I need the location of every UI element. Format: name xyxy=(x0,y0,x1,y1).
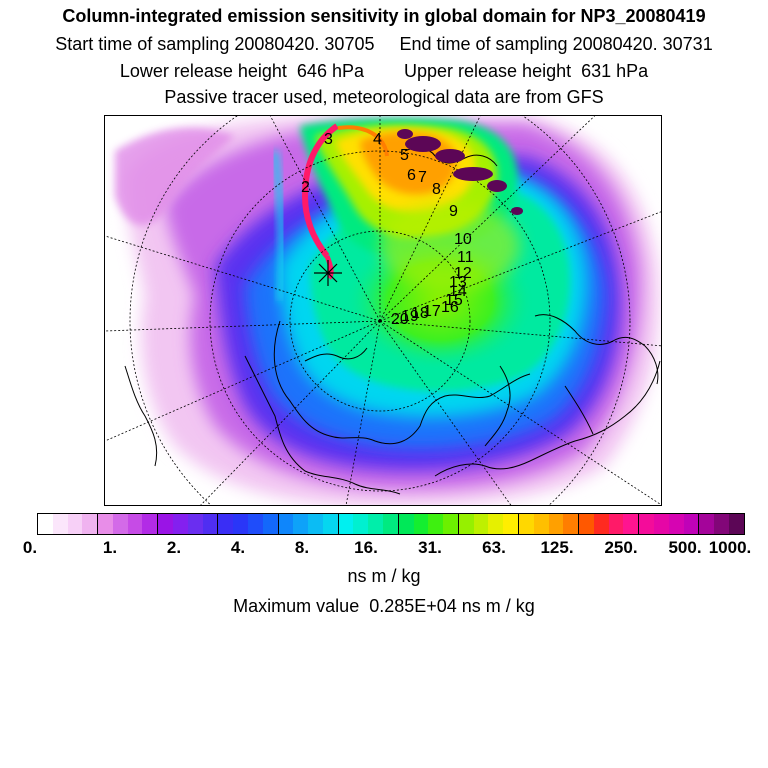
colorbar-tick-labels: 0. 1. 2. 4. 8. 16. 31. 63. 125. 250. 500… xyxy=(0,538,768,560)
colorbar-cell xyxy=(337,514,354,534)
colorbar-cell xyxy=(683,514,699,534)
colorbar-cell xyxy=(654,514,669,534)
time-label: 2 xyxy=(301,179,310,196)
colorbar-cell xyxy=(293,514,309,534)
colorbar-tick-label: 250. xyxy=(604,538,638,557)
colorbar-cell xyxy=(428,514,444,534)
map-canvas: 2 3 4 5 6 7 8 9 10 11 12 13 14 15 16 17 … xyxy=(105,116,661,505)
colorbar-cell xyxy=(443,514,458,534)
colorbar-cell xyxy=(247,514,263,534)
coastlines xyxy=(124,147,661,495)
colorbar-tick-label: 63. xyxy=(482,538,506,557)
colorbar-tick-label: 4. xyxy=(230,538,246,557)
colorbar-tick-label: 125. xyxy=(540,538,574,557)
tracer-info-line: Passive tracer used, meteorological data… xyxy=(164,87,604,107)
time-label: 4 xyxy=(373,131,382,148)
time-label: 10 xyxy=(454,231,472,248)
colorbar-cell xyxy=(127,514,143,534)
colorbar-cell xyxy=(518,514,534,534)
colorbar-cell xyxy=(82,514,98,534)
colorbar-cell xyxy=(308,514,323,534)
release-height-line: Lower release height 646 hPa Upper relea… xyxy=(119,61,649,81)
colorbar-cell xyxy=(262,514,278,534)
trajectory-time-labels: 2 3 4 5 6 7 8 9 10 11 12 13 14 15 16 17 … xyxy=(301,131,474,328)
colorbar-cell xyxy=(382,514,398,534)
colorbar-cell xyxy=(97,514,113,534)
time-label: 16 xyxy=(441,299,459,316)
time-label: 5 xyxy=(400,147,409,164)
time-label: 15 xyxy=(445,292,463,309)
time-label: 17 xyxy=(423,303,441,320)
colorbar-cell xyxy=(142,514,158,534)
colorbar-tick-label: 16. xyxy=(354,538,378,557)
colorbar-tick-label: 2. xyxy=(166,538,182,557)
colorbar-cell xyxy=(202,514,218,534)
colorbar-cell xyxy=(38,514,53,534)
colorbar-cell xyxy=(473,514,489,534)
time-label: 19 xyxy=(401,308,419,325)
colorbar-tick-label: 1000. xyxy=(708,538,752,557)
maximum-value-note: Maximum value 0.285E+04 ns m / kg xyxy=(233,596,535,616)
colorbar-cell xyxy=(277,514,294,534)
time-label: 11 xyxy=(457,249,474,266)
colorbar xyxy=(37,513,745,535)
time-label: 9 xyxy=(449,203,458,220)
release-point-marker xyxy=(314,260,342,286)
colorbar-cell xyxy=(112,514,128,534)
colorbar-cell xyxy=(563,514,579,534)
sensitivity-map: 2 3 4 5 6 7 8 9 10 11 12 13 14 15 16 17 … xyxy=(104,115,662,506)
time-label: 14 xyxy=(449,283,467,300)
colorbar-cell xyxy=(368,514,383,534)
time-label: 8 xyxy=(432,181,441,198)
colorbar-cell xyxy=(353,514,369,534)
colorbar-cell xyxy=(413,514,429,534)
sensitivity-field xyxy=(115,118,659,505)
colorbar-tick-label: 1. xyxy=(102,538,118,557)
colorbar-cell xyxy=(52,514,68,534)
time-label: 7 xyxy=(418,169,427,186)
map-title: Column-integrated emission sensitivity i… xyxy=(62,6,706,26)
colorbar-cell xyxy=(187,514,203,534)
time-label: 18 xyxy=(411,305,429,322)
colorbar-cell xyxy=(457,514,474,534)
colorbar-cell xyxy=(67,514,83,534)
colorbar-units: ns m / kg xyxy=(347,566,421,586)
colorbar-cell xyxy=(397,514,414,534)
colorbar-cell xyxy=(714,514,729,534)
colorbar-tick-label: 500. xyxy=(668,538,702,557)
colorbar-cell xyxy=(157,514,174,534)
time-label: 3 xyxy=(324,131,333,148)
colorbar-cell xyxy=(217,514,234,534)
colorbar-cell xyxy=(548,514,564,534)
colorbar-cell xyxy=(533,514,549,534)
colorbar-cell xyxy=(668,514,684,534)
colorbar-cell xyxy=(593,514,609,534)
colorbar-tick-label: 0. xyxy=(22,538,38,557)
colorbar-tick-label: 31. xyxy=(418,538,442,557)
colorbar-cell xyxy=(698,514,715,534)
colorbar-cell xyxy=(623,514,639,534)
time-label: 20 xyxy=(391,311,409,328)
lat-lon-grid xyxy=(105,116,661,505)
colorbar-cell xyxy=(233,514,248,534)
colorbar-tick-label: 8. xyxy=(294,538,310,557)
colorbar-cell xyxy=(488,514,504,534)
colorbar-cell xyxy=(728,514,744,534)
colorbar-cell xyxy=(578,514,594,534)
high-sensitivity-spots xyxy=(397,129,523,215)
colorbar-cell xyxy=(322,514,338,534)
time-label: 13 xyxy=(449,274,467,291)
time-label: 6 xyxy=(407,167,416,184)
sampling-time-line: Start time of sampling 20080420. 30705 E… xyxy=(55,34,713,54)
colorbar-cell xyxy=(503,514,518,534)
colorbar-cell xyxy=(173,514,188,534)
colorbar-cell xyxy=(608,514,624,534)
time-label: 12 xyxy=(454,265,472,282)
colorbar-cell xyxy=(638,514,655,534)
